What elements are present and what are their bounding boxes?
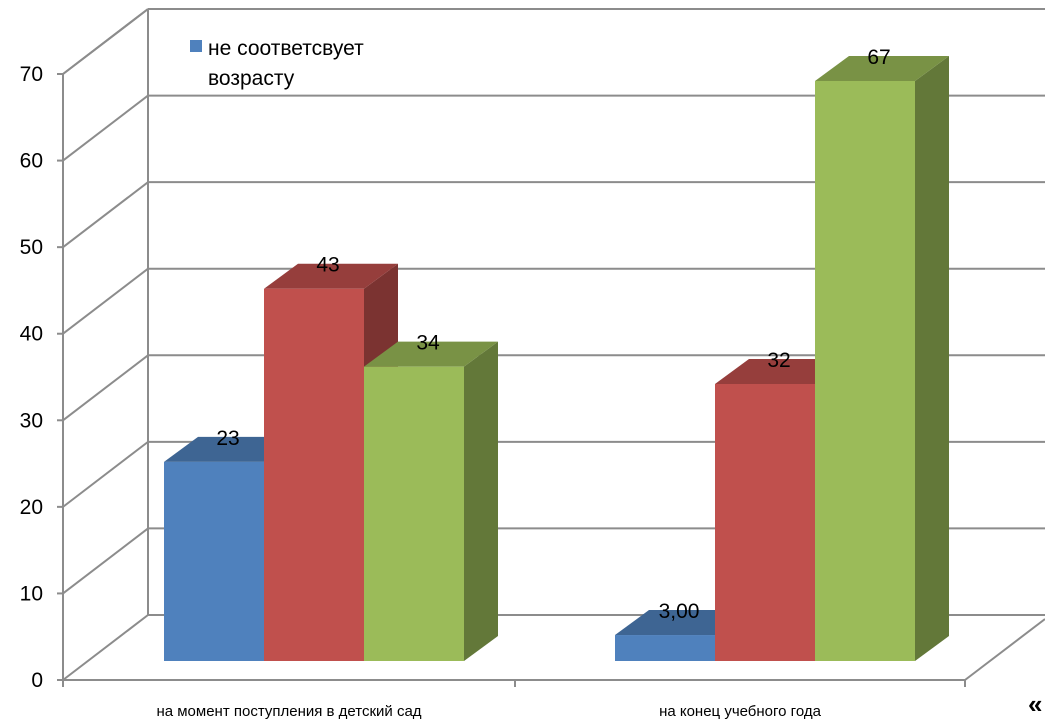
chart-walls: [62, 8, 149, 615]
corner-mark: «: [1028, 689, 1042, 719]
gridline-side-3: [62, 354, 149, 422]
gridline-side-6: [62, 94, 149, 162]
bar-front-face: [264, 288, 364, 661]
gridline-side-0: [62, 614, 149, 681]
bar-side-face: [915, 55, 949, 661]
bar-front-face: [715, 383, 815, 661]
data-label-s3-c1: 34: [416, 332, 440, 355]
y-tick-label-0: 0: [31, 669, 43, 692]
data-label-s2-c2: 32: [767, 349, 790, 372]
category-label-0: на момент поступления в детский сад: [156, 703, 421, 719]
data-label-s3-c2: 67: [867, 46, 890, 69]
gridline-side-7: [62, 8, 149, 75]
legend-label-series-1: не соответсвует возрасту: [208, 37, 364, 90]
y-tick-label-6: 60: [20, 150, 43, 173]
axes: [57, 73, 966, 687]
y-tick-label-2: 20: [20, 496, 43, 519]
floor-right-edge: [964, 618, 1045, 681]
data-label-s1-c2: 3,00: [659, 600, 700, 623]
bar-side-face: [464, 341, 498, 661]
bar-top-face: [815, 55, 949, 81]
bar-front-face: [815, 80, 915, 661]
legend: не соответсвует возрасту: [190, 34, 408, 94]
legend-swatch-series-1: [190, 40, 202, 52]
bars: [164, 55, 949, 661]
data-label-s2-c1: 43: [316, 254, 339, 277]
gridline-side-4: [62, 267, 149, 335]
bar-top-face: [364, 341, 498, 367]
category-labels: на момент поступления в детский сад на ко…: [156, 703, 821, 719]
y-tick-label-7: 70: [20, 63, 43, 86]
y-tick-label-4: 40: [20, 323, 43, 346]
bar-front-face: [164, 461, 264, 661]
gridline-side-2: [62, 441, 149, 508]
bar-front-face: [615, 635, 715, 661]
gridline-side-5: [62, 181, 149, 248]
y-tick-label-3: 30: [20, 409, 43, 432]
gridline-side-1: [62, 527, 149, 595]
category-label-1: на конец учебного года: [659, 703, 822, 719]
data-labels: 23 3,00 43 32 34 67: [216, 46, 890, 623]
bar-s3-c2: [815, 55, 949, 661]
y-tick-labels: 0 10 20 30 40 50 60 70: [20, 63, 43, 692]
y-tick-label-5: 50: [20, 236, 43, 259]
bar-front-face: [364, 366, 464, 661]
y-tick-label-1: 10: [20, 582, 43, 605]
data-label-s1-c1: 23: [216, 427, 239, 450]
bar-top-face: [264, 263, 398, 289]
bar-s3-c1: [364, 341, 498, 661]
